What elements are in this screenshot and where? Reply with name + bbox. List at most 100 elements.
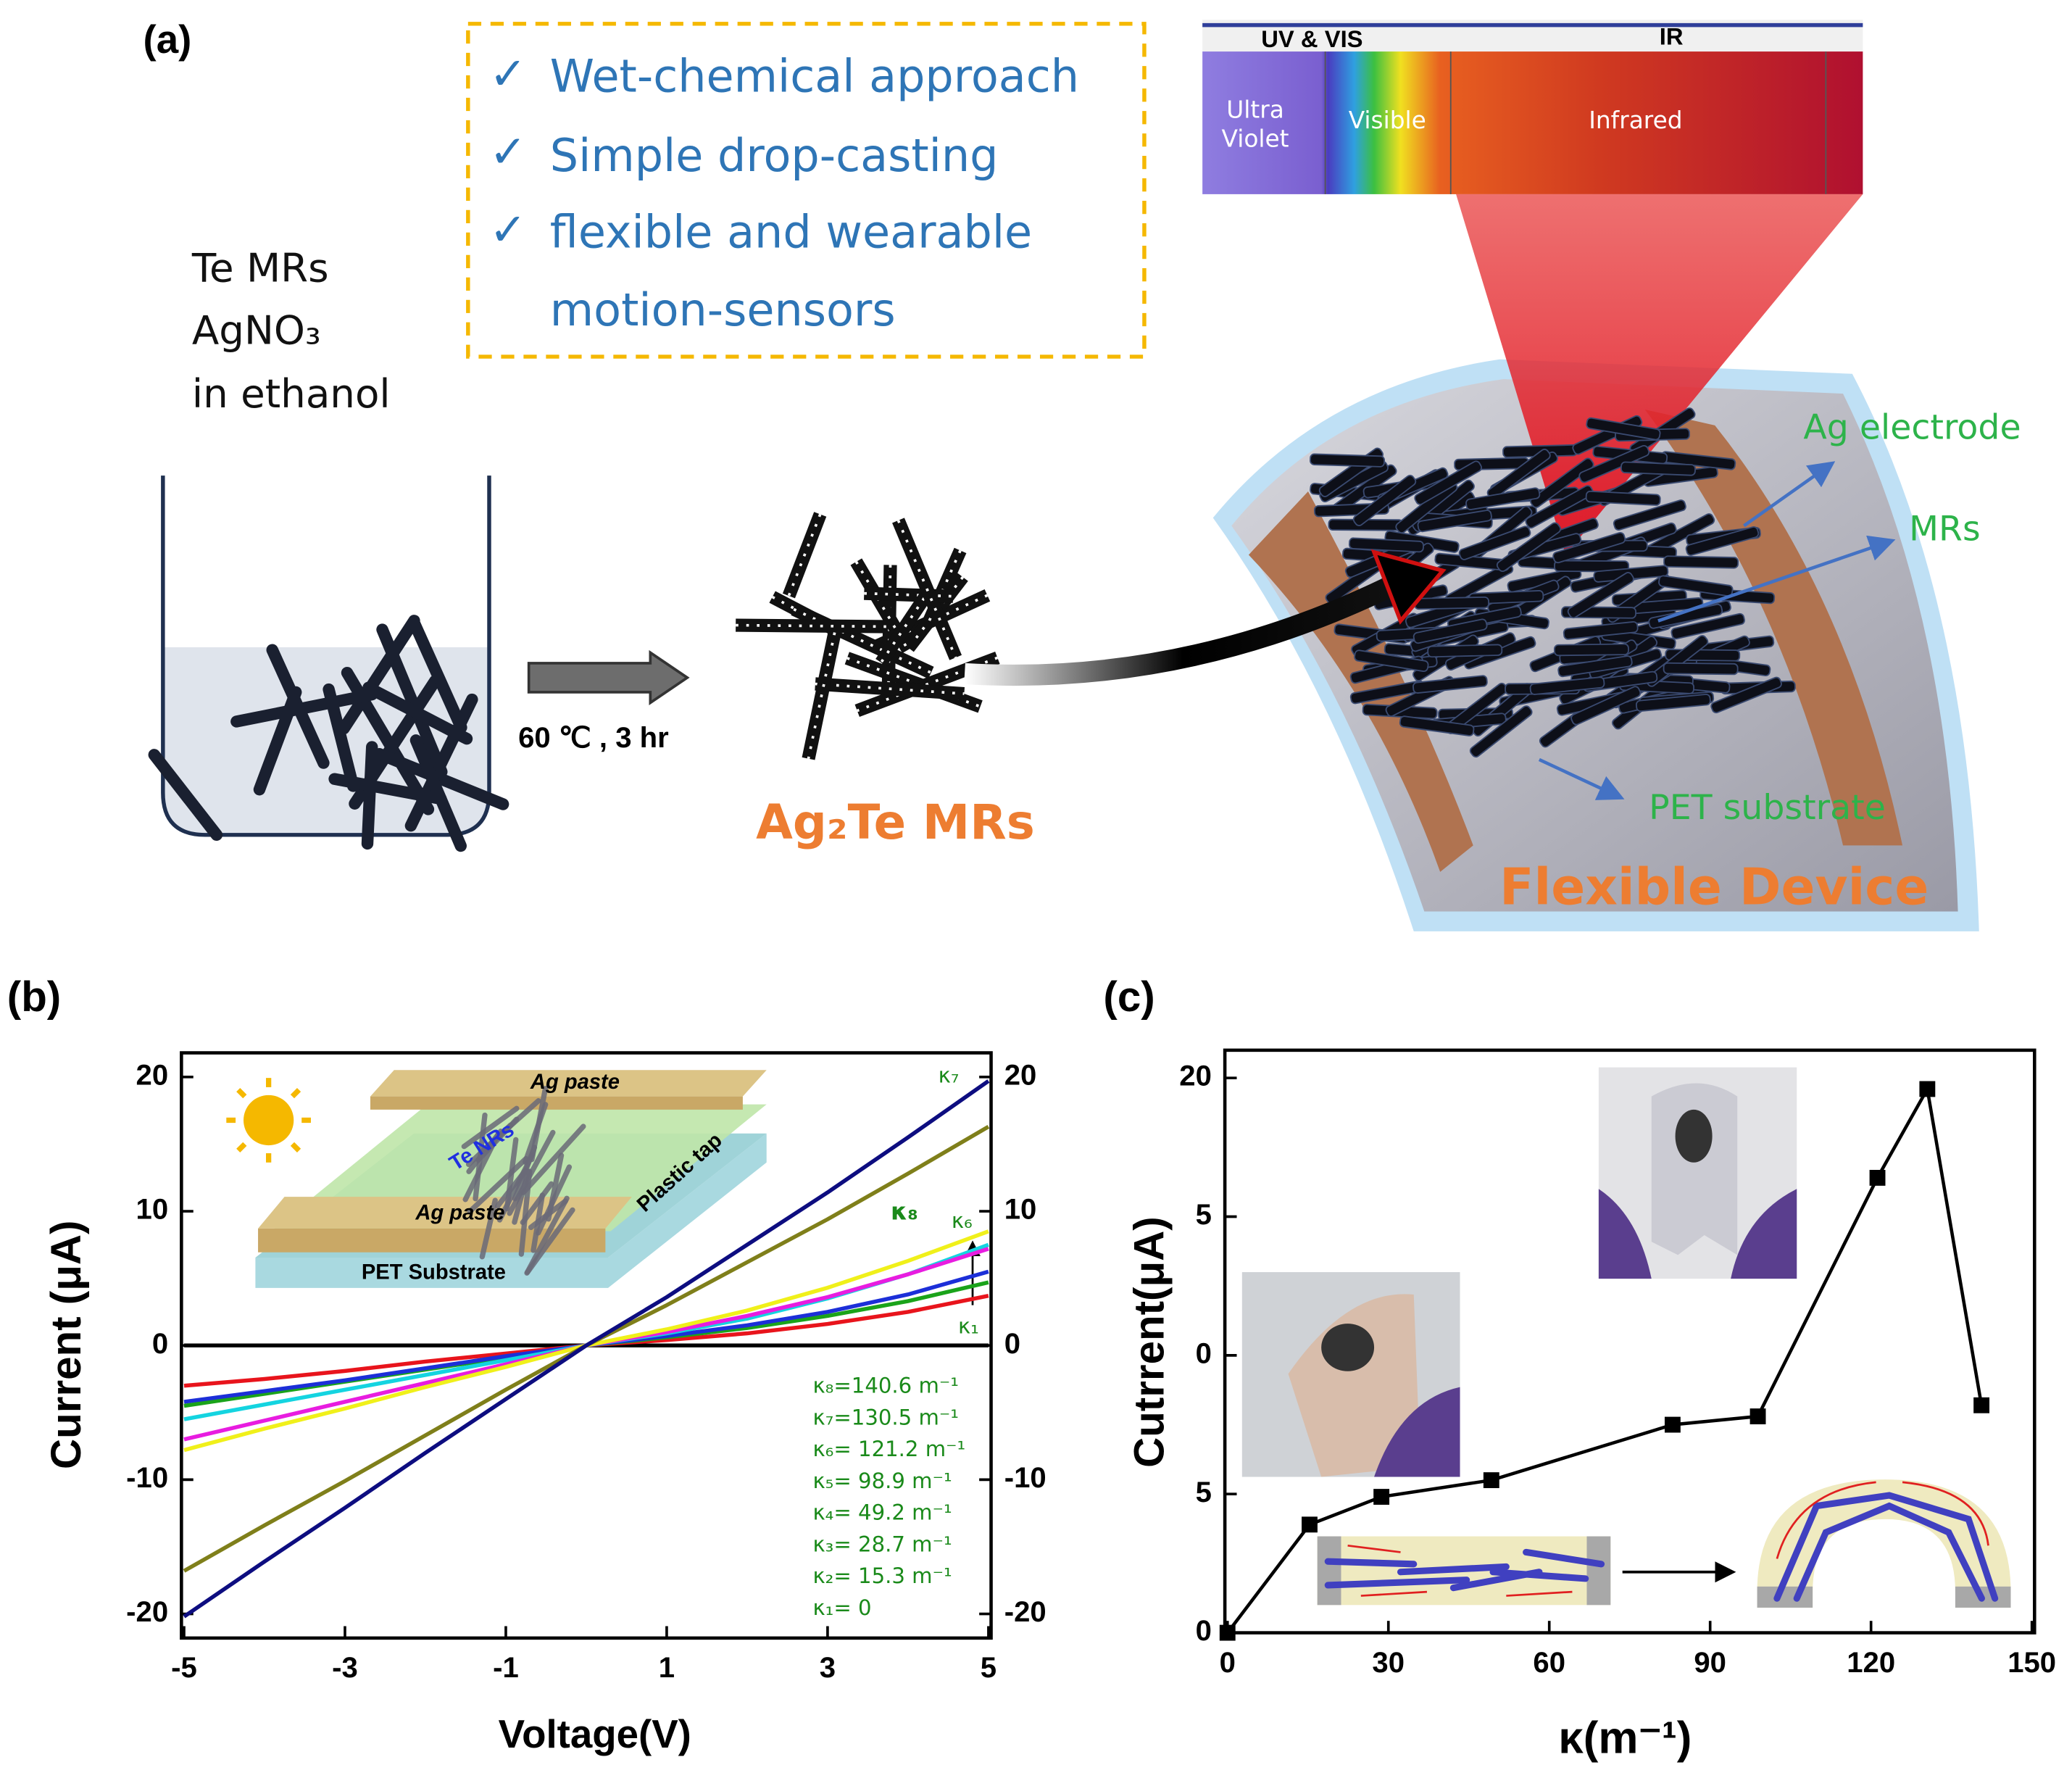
rod-dots xyxy=(736,623,886,628)
rod xyxy=(1399,715,1475,736)
annotation: κ₈=140.6 m⁻¹ xyxy=(812,1374,958,1398)
rod xyxy=(1671,612,1745,640)
x-tick-label: 30 xyxy=(1372,1647,1405,1679)
rod xyxy=(1557,655,1633,678)
y-tick-label: 5 xyxy=(1196,1199,1212,1231)
rod xyxy=(1554,643,1629,657)
y-tick-label: 10 xyxy=(1004,1194,1037,1226)
x-tick-label: 90 xyxy=(1694,1647,1726,1679)
rod xyxy=(338,615,420,735)
y-axis-label: Current (μA) xyxy=(43,1221,90,1469)
x-tick-label: 120 xyxy=(1847,1647,1895,1679)
device-label: PET substrate xyxy=(1649,788,1886,828)
film xyxy=(1288,1294,1420,1477)
pattern xyxy=(1321,1324,1375,1371)
rod xyxy=(1613,499,1686,531)
y-tick-label: 0 xyxy=(1196,1615,1212,1647)
sun-rays xyxy=(226,1078,311,1163)
rod xyxy=(266,644,330,769)
flat-schematic xyxy=(1317,1536,1611,1606)
x-tick-label: -1 xyxy=(493,1652,519,1684)
region: Violet xyxy=(1222,125,1289,153)
data-point xyxy=(1302,1516,1318,1533)
device-labels: Ag electrode MRs PET substrate xyxy=(1649,407,2021,828)
data-point xyxy=(1919,1081,1936,1097)
rod xyxy=(520,1123,586,1195)
rod xyxy=(523,1102,549,1165)
rod-dots xyxy=(771,595,839,633)
x-tick-label: 0 xyxy=(1220,1647,1236,1679)
rod xyxy=(1710,676,1782,714)
feature: Simple drop-casting xyxy=(550,129,999,182)
device-rods xyxy=(1310,407,1796,758)
inset-rods xyxy=(461,1086,586,1276)
rod-dots xyxy=(864,591,954,598)
x-axis-label: κ(m⁻¹) xyxy=(1558,1713,1692,1763)
inset-label: Ag paste xyxy=(415,1202,504,1225)
rod xyxy=(1412,675,1488,694)
rod xyxy=(253,686,302,796)
annotation: κ₄= 49.2 m⁻¹ xyxy=(812,1500,952,1525)
kappa-list: κ₈=140.6 m⁻¹ κ₇=130.5 m⁻¹ κ₆= 121.2 m⁻¹ … xyxy=(812,1374,965,1620)
rod xyxy=(1685,526,1760,556)
annotation: κ₆= 121.2 m⁻¹ xyxy=(812,1437,965,1461)
rod xyxy=(518,1168,533,1257)
product: Ag₂Te MRs xyxy=(756,795,1035,850)
rod xyxy=(1496,522,1562,573)
ag-paste-face xyxy=(370,1096,743,1110)
y-tick-label: 20 xyxy=(1004,1059,1037,1091)
region: Ultra xyxy=(1226,96,1284,124)
rod-dots xyxy=(896,520,957,658)
region: Visible xyxy=(1349,107,1426,134)
rod xyxy=(479,1197,498,1260)
rod-dots xyxy=(880,589,931,664)
rod xyxy=(1412,618,1488,644)
transfer-arrow xyxy=(964,571,1406,686)
rod xyxy=(1658,575,1734,597)
device-label: MRs xyxy=(1909,510,1980,549)
band-label: IR xyxy=(1660,23,1684,50)
rod xyxy=(1530,457,1594,508)
pointer xyxy=(1743,461,1836,528)
rod xyxy=(1427,644,1503,658)
rods xyxy=(1773,1492,1999,1602)
rod xyxy=(1354,649,1429,673)
rod xyxy=(1465,487,1541,510)
electrode xyxy=(1586,1536,1611,1606)
glove xyxy=(1731,1189,1797,1279)
feature-box xyxy=(466,22,1147,359)
bent-schematic xyxy=(1757,1479,2011,1608)
y-axis-label: Cutrrent(μA) xyxy=(1126,1216,1173,1468)
curve-label: κ₁ xyxy=(958,1314,979,1339)
feature: motion-sensors xyxy=(550,283,896,336)
data-point xyxy=(1664,1416,1681,1433)
rod xyxy=(467,1155,529,1215)
x-tick-label: 150 xyxy=(2007,1647,2056,1679)
data-point xyxy=(1973,1397,1990,1413)
annotation: κ₇=130.5 m⁻¹ xyxy=(812,1405,958,1429)
annotation: κ₁= 0 xyxy=(812,1595,871,1620)
light-cone xyxy=(1456,194,1863,555)
current-paths xyxy=(1776,1481,1989,1559)
rod xyxy=(496,1152,535,1223)
rod xyxy=(1414,460,1482,505)
rod xyxy=(1585,490,1661,506)
rod xyxy=(524,1207,575,1276)
rod xyxy=(1663,555,1739,569)
pointer xyxy=(1538,757,1625,800)
spectrum xyxy=(1202,51,1863,194)
x-tick-label: 3 xyxy=(820,1652,836,1684)
check: ✓ xyxy=(489,47,527,100)
rod xyxy=(520,1181,554,1226)
x-axis-label: Voltage(V) xyxy=(499,1712,691,1756)
x-tick-label: 1 xyxy=(659,1652,675,1684)
pet-layer xyxy=(255,1133,767,1288)
feature: Wet-chemical approach xyxy=(550,49,1079,102)
rod xyxy=(507,1129,556,1216)
rod xyxy=(1586,417,1661,441)
condition: 60 ℃ , 3 hr xyxy=(518,722,669,754)
pointer xyxy=(1657,535,1896,623)
region: Infrared xyxy=(1589,107,1682,134)
x-tick-label: -3 xyxy=(332,1652,358,1684)
rod xyxy=(1567,572,1634,619)
